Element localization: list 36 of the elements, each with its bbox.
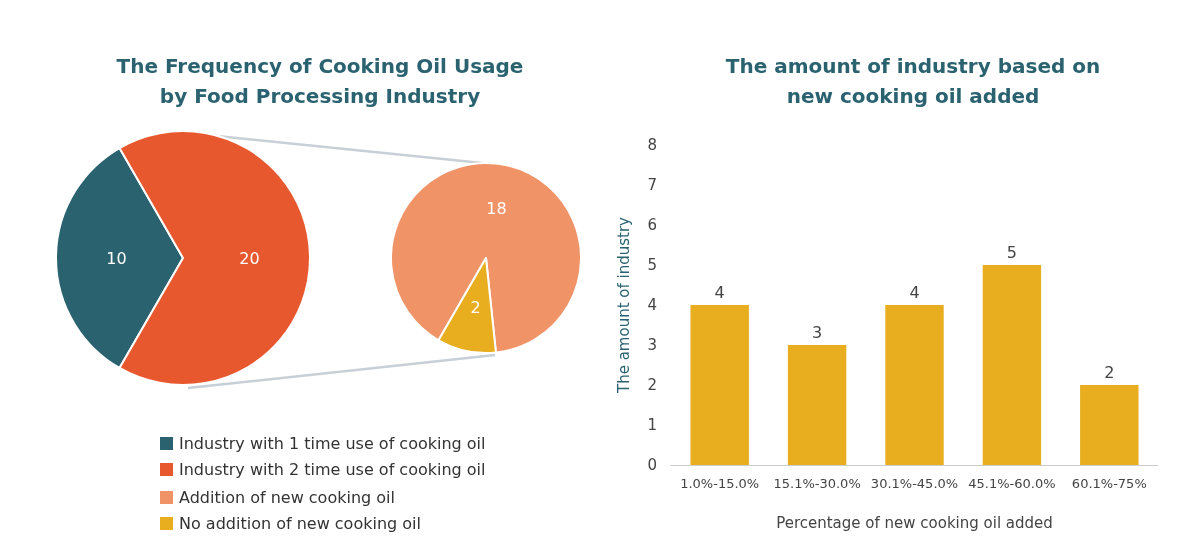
x-axis-title: Percentage of new cooking oil added xyxy=(776,513,1053,532)
bar xyxy=(1080,385,1139,465)
x-tick-label: 30.1%-45.0% xyxy=(870,476,959,491)
y-tick-label: 1 xyxy=(647,416,657,434)
data-label: 18 xyxy=(486,199,507,219)
data-label: 3 xyxy=(812,322,823,342)
y-tick-label: 3 xyxy=(647,336,657,354)
legend-label: No addition of new cooking oil xyxy=(179,514,421,533)
y-tick-label: 0 xyxy=(647,456,657,474)
data-label: 2 xyxy=(1104,362,1115,382)
legend-label: Industry with 1 time use of cooking oil xyxy=(179,434,486,453)
bar xyxy=(690,305,749,465)
y-tick-label: 8 xyxy=(647,136,657,154)
y-tick-label: 4 xyxy=(647,296,657,314)
legend-label: Industry with 2 time use of cooking oil xyxy=(179,460,486,479)
y-tick-label: 2 xyxy=(647,376,657,394)
data-label: 4 xyxy=(714,282,725,302)
x-tick-label: 15.1%-30.0% xyxy=(773,476,861,491)
bar xyxy=(982,265,1042,465)
legend-label: Addition of new cooking oil xyxy=(179,488,395,507)
chart-title: The amount of industry based on new cooking oil added xyxy=(725,54,1101,108)
data-label: 4 xyxy=(909,282,920,302)
data-label: 2 xyxy=(470,297,481,317)
data-label: 10 xyxy=(106,248,127,268)
bar xyxy=(885,305,944,465)
x-tick-label: 60.1%-75% xyxy=(1071,476,1147,491)
chart-title: The Frequency of Cooking Oil Usage by Food Processing Industry xyxy=(116,54,524,108)
x-tick-label: 45.1%-60.0% xyxy=(968,476,1056,491)
data-label: 5 xyxy=(1006,242,1017,262)
data-label: 20 xyxy=(239,248,260,268)
y-tick-label: 7 xyxy=(647,176,657,194)
y-axis-title: The amount of industry xyxy=(614,216,633,394)
y-tick-label: 6 xyxy=(647,216,657,234)
bar xyxy=(787,345,847,465)
y-tick-label: 5 xyxy=(647,256,657,274)
x-tick-label: 1.0%-15.0% xyxy=(680,476,760,491)
